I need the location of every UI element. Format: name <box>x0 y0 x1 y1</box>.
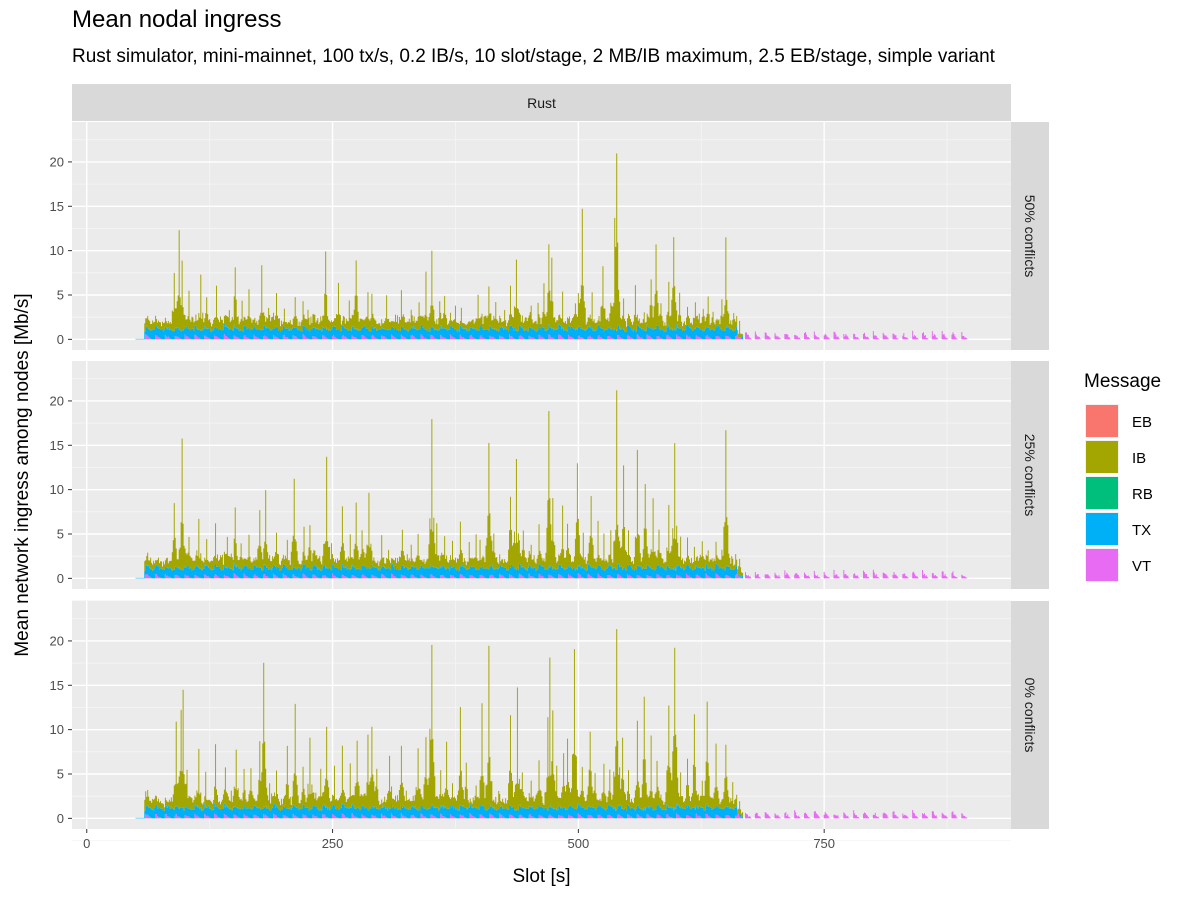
legend-item: RB <box>1085 476 1153 510</box>
y-tick-label: 5 <box>57 287 64 302</box>
y-tick-label: 20 <box>50 633 64 648</box>
row-facet-strip <box>1011 122 1049 350</box>
y-tick-label: 0 <box>57 571 64 586</box>
legend-swatch <box>1086 405 1118 437</box>
legend-swatch <box>1086 549 1118 581</box>
row-facet-strip <box>1011 601 1049 829</box>
legend: EB IB RB TX VT <box>1085 404 1153 582</box>
area-series-ib <box>135 629 968 819</box>
area-series-vt <box>135 810 968 819</box>
chart-title: Mean nodal ingress <box>72 6 282 33</box>
x-tick-label: 500 <box>568 836 590 851</box>
x-tick-label: 250 <box>322 836 344 851</box>
y-tick-label: 20 <box>50 393 64 408</box>
legend-label: RB <box>1132 486 1153 503</box>
area-series-tx <box>135 803 968 819</box>
legend-item: TX <box>1085 512 1151 546</box>
x-tick-label: 750 <box>813 836 835 851</box>
area-series-vt <box>135 569 968 579</box>
legend-label: TX <box>1132 522 1151 539</box>
legend-item: IB <box>1085 440 1146 474</box>
column-facet-strip <box>72 84 1011 121</box>
y-tick-label: 10 <box>50 482 64 497</box>
y-tick-label: 15 <box>50 199 64 214</box>
legend-label: EB <box>1132 414 1152 431</box>
y-tick-label: 0 <box>57 332 64 347</box>
row-facet-label: 50% conflicts <box>1022 195 1038 277</box>
panel-background <box>72 361 1011 589</box>
y-tick-label: 5 <box>57 526 64 541</box>
y-axis-title: Mean network ingress among nodes [Mb/s] <box>12 293 33 656</box>
x-tick-label: 0 <box>83 836 90 851</box>
legend-item: EB <box>1085 404 1152 438</box>
legend-swatch <box>1086 477 1118 509</box>
x-axis: 0 250 500 750 <box>83 829 835 851</box>
y-tick-label: 10 <box>50 722 64 737</box>
facet-panel: 0 5 10 15 20 0% conflicts <box>50 601 1049 841</box>
area-series-tx <box>135 562 968 579</box>
y-tick-label: 5 <box>57 766 64 781</box>
area-series-ib <box>135 153 968 340</box>
y-tick-label: 0 <box>57 811 64 826</box>
y-tick-label: 20 <box>50 154 64 169</box>
panel-background <box>72 122 1011 350</box>
row-facet-label: 25% conflicts <box>1022 434 1038 516</box>
legend-label: IB <box>1132 450 1146 467</box>
legend-label: VT <box>1132 558 1151 575</box>
y-tick-label: 10 <box>50 243 64 258</box>
facet-panel: 0 5 10 15 20 50% conflicts <box>50 122 1049 362</box>
chart-subtitle: Rust simulator, mini-mainnet, 100 tx/s, … <box>72 46 995 67</box>
y-tick-label: 15 <box>50 678 64 693</box>
area-series-vt <box>135 330 968 340</box>
y-tick-label: 15 <box>50 438 64 453</box>
area-series-ib <box>135 390 968 579</box>
legend-title: Message <box>1084 371 1161 392</box>
row-facet-label: 0% conflicts <box>1022 678 1038 753</box>
legend-swatch <box>1086 441 1118 473</box>
row-facet-strip <box>1011 361 1049 589</box>
area-series-tx <box>135 323 968 340</box>
legend-item: VT <box>1085 548 1151 582</box>
x-axis-title: Slot [s] <box>512 866 570 887</box>
column-facet-label: Rust <box>527 95 556 111</box>
facet-panel: 0 5 10 15 20 25% conflicts <box>50 361 1049 601</box>
legend-swatch <box>1086 513 1118 545</box>
